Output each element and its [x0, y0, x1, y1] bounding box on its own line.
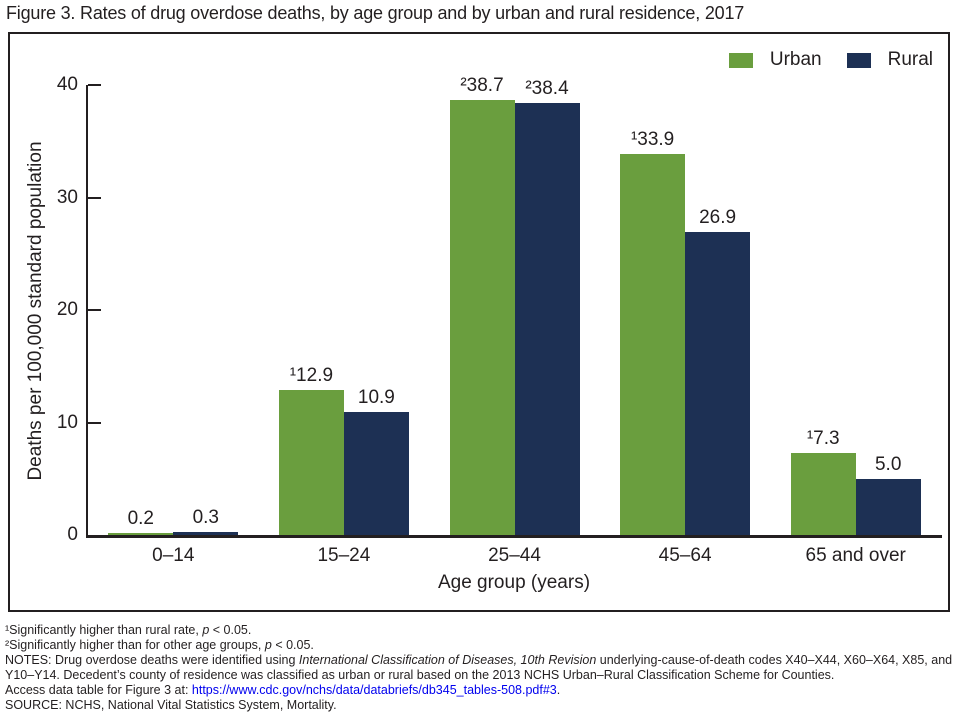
bar-urban-0-14	[108, 532, 174, 535]
legend-item-rural: Rural	[846, 49, 933, 71]
bar-urban-45-64	[620, 153, 686, 535]
y-tick-label: 0	[67, 524, 78, 545]
x-category-label: 25–44	[488, 545, 541, 566]
footnote-italic-text: p	[202, 623, 210, 637]
x-axis-line	[86, 535, 942, 538]
bar-value-label: 26.9	[699, 207, 737, 229]
y-tick-label: 30	[56, 186, 78, 208]
legend-item-urban: Urban	[728, 49, 822, 71]
bar-rural-0-14	[173, 531, 239, 535]
bar-value-label: ¹7.3	[806, 427, 840, 449]
figure-title: Figure 3. Rates of drug overdose deaths,…	[6, 3, 745, 23]
bar-rural-65-and-over	[855, 478, 921, 535]
rural-swatch-icon	[846, 52, 871, 68]
urban-swatch-icon	[728, 52, 753, 68]
legend-label-urban: Urban	[769, 49, 822, 70]
y-tick-mark	[88, 84, 101, 86]
footnote-italic-text: International Classification of Diseases…	[298, 653, 597, 667]
bar-value-label: ²38.4	[525, 78, 569, 99]
bar-value-label: 5.0	[874, 453, 902, 475]
bar-value-label: 0.2	[127, 507, 154, 529]
bar-rural-25-44	[514, 103, 580, 535]
footnote-text: .	[556, 683, 561, 697]
x-category-label: 15–24	[317, 545, 371, 566]
x-category-label: 65 and over	[805, 545, 906, 566]
y-tick-mark	[88, 309, 101, 311]
bar-value-label: ¹33.9	[630, 128, 675, 150]
y-tick-label: 20	[56, 299, 78, 320]
bar-urban-65-and-over	[790, 452, 856, 535]
footnote-italic-text: p	[264, 638, 272, 652]
bar-urban-15-24	[278, 389, 344, 535]
footnote-line: ²Significantly higher than for other age…	[5, 638, 955, 653]
bar-value-label: 10.9	[357, 387, 395, 409]
footnote-text: NOTES: Drug overdose deaths were identif…	[5, 653, 299, 667]
footnote-line: Access data table for Figure 3 at: https…	[5, 683, 955, 698]
y-axis-line	[86, 85, 88, 537]
footnote-text: ¹Significantly higher than rural rate,	[5, 623, 203, 637]
x-axis-title: Age group (years)	[437, 572, 591, 593]
footnote-text: Access data table for Figure 3 at:	[5, 683, 192, 697]
plot-area: Deaths per 100,000 standard population A…	[10, 34, 948, 610]
footnotes: ¹Significantly higher than rural rate, p…	[5, 623, 955, 713]
footnote-line: ¹Significantly higher than rural rate, p…	[5, 623, 955, 638]
bar-rural-45-64	[685, 232, 751, 535]
y-tick-mark	[88, 196, 101, 199]
bar-rural-15-24	[343, 412, 409, 535]
bar-value-label: ¹12.9	[289, 364, 334, 386]
footnote-text: SOURCE: NCHS, National Vital Statistics …	[5, 698, 337, 712]
y-tick-mark	[88, 421, 101, 424]
legend: Urban Rural	[728, 49, 933, 71]
y-tick-label: 10	[56, 411, 78, 433]
footnote-line: SOURCE: NCHS, National Vital Statistics …	[5, 698, 955, 713]
legend-label-rural: Rural	[887, 49, 933, 70]
bar-urban-25-44	[449, 99, 515, 535]
y-tick-label: 40	[56, 74, 78, 95]
x-category-label: 45–64	[658, 545, 712, 566]
x-category-label: 0–14	[152, 545, 195, 566]
data-table-link[interactable]: https://www.cdc.gov/nchs/data/databriefs…	[191, 683, 557, 697]
footnote-text: underlying-cause-of-death codes X40–X44,…	[5, 653, 953, 682]
chart-panel: Deaths per 100,000 standard population A…	[8, 32, 950, 612]
footnote-line: NOTES: Drug overdose deaths were identif…	[5, 653, 955, 683]
bar-value-label: ²38.7	[460, 74, 504, 96]
bar-value-label: 0.3	[192, 506, 219, 528]
footnote-text: < 0.05.	[271, 638, 314, 652]
footnote-text: ²Significantly higher than for other age…	[5, 638, 265, 652]
footnote-text: < 0.05.	[209, 623, 252, 637]
